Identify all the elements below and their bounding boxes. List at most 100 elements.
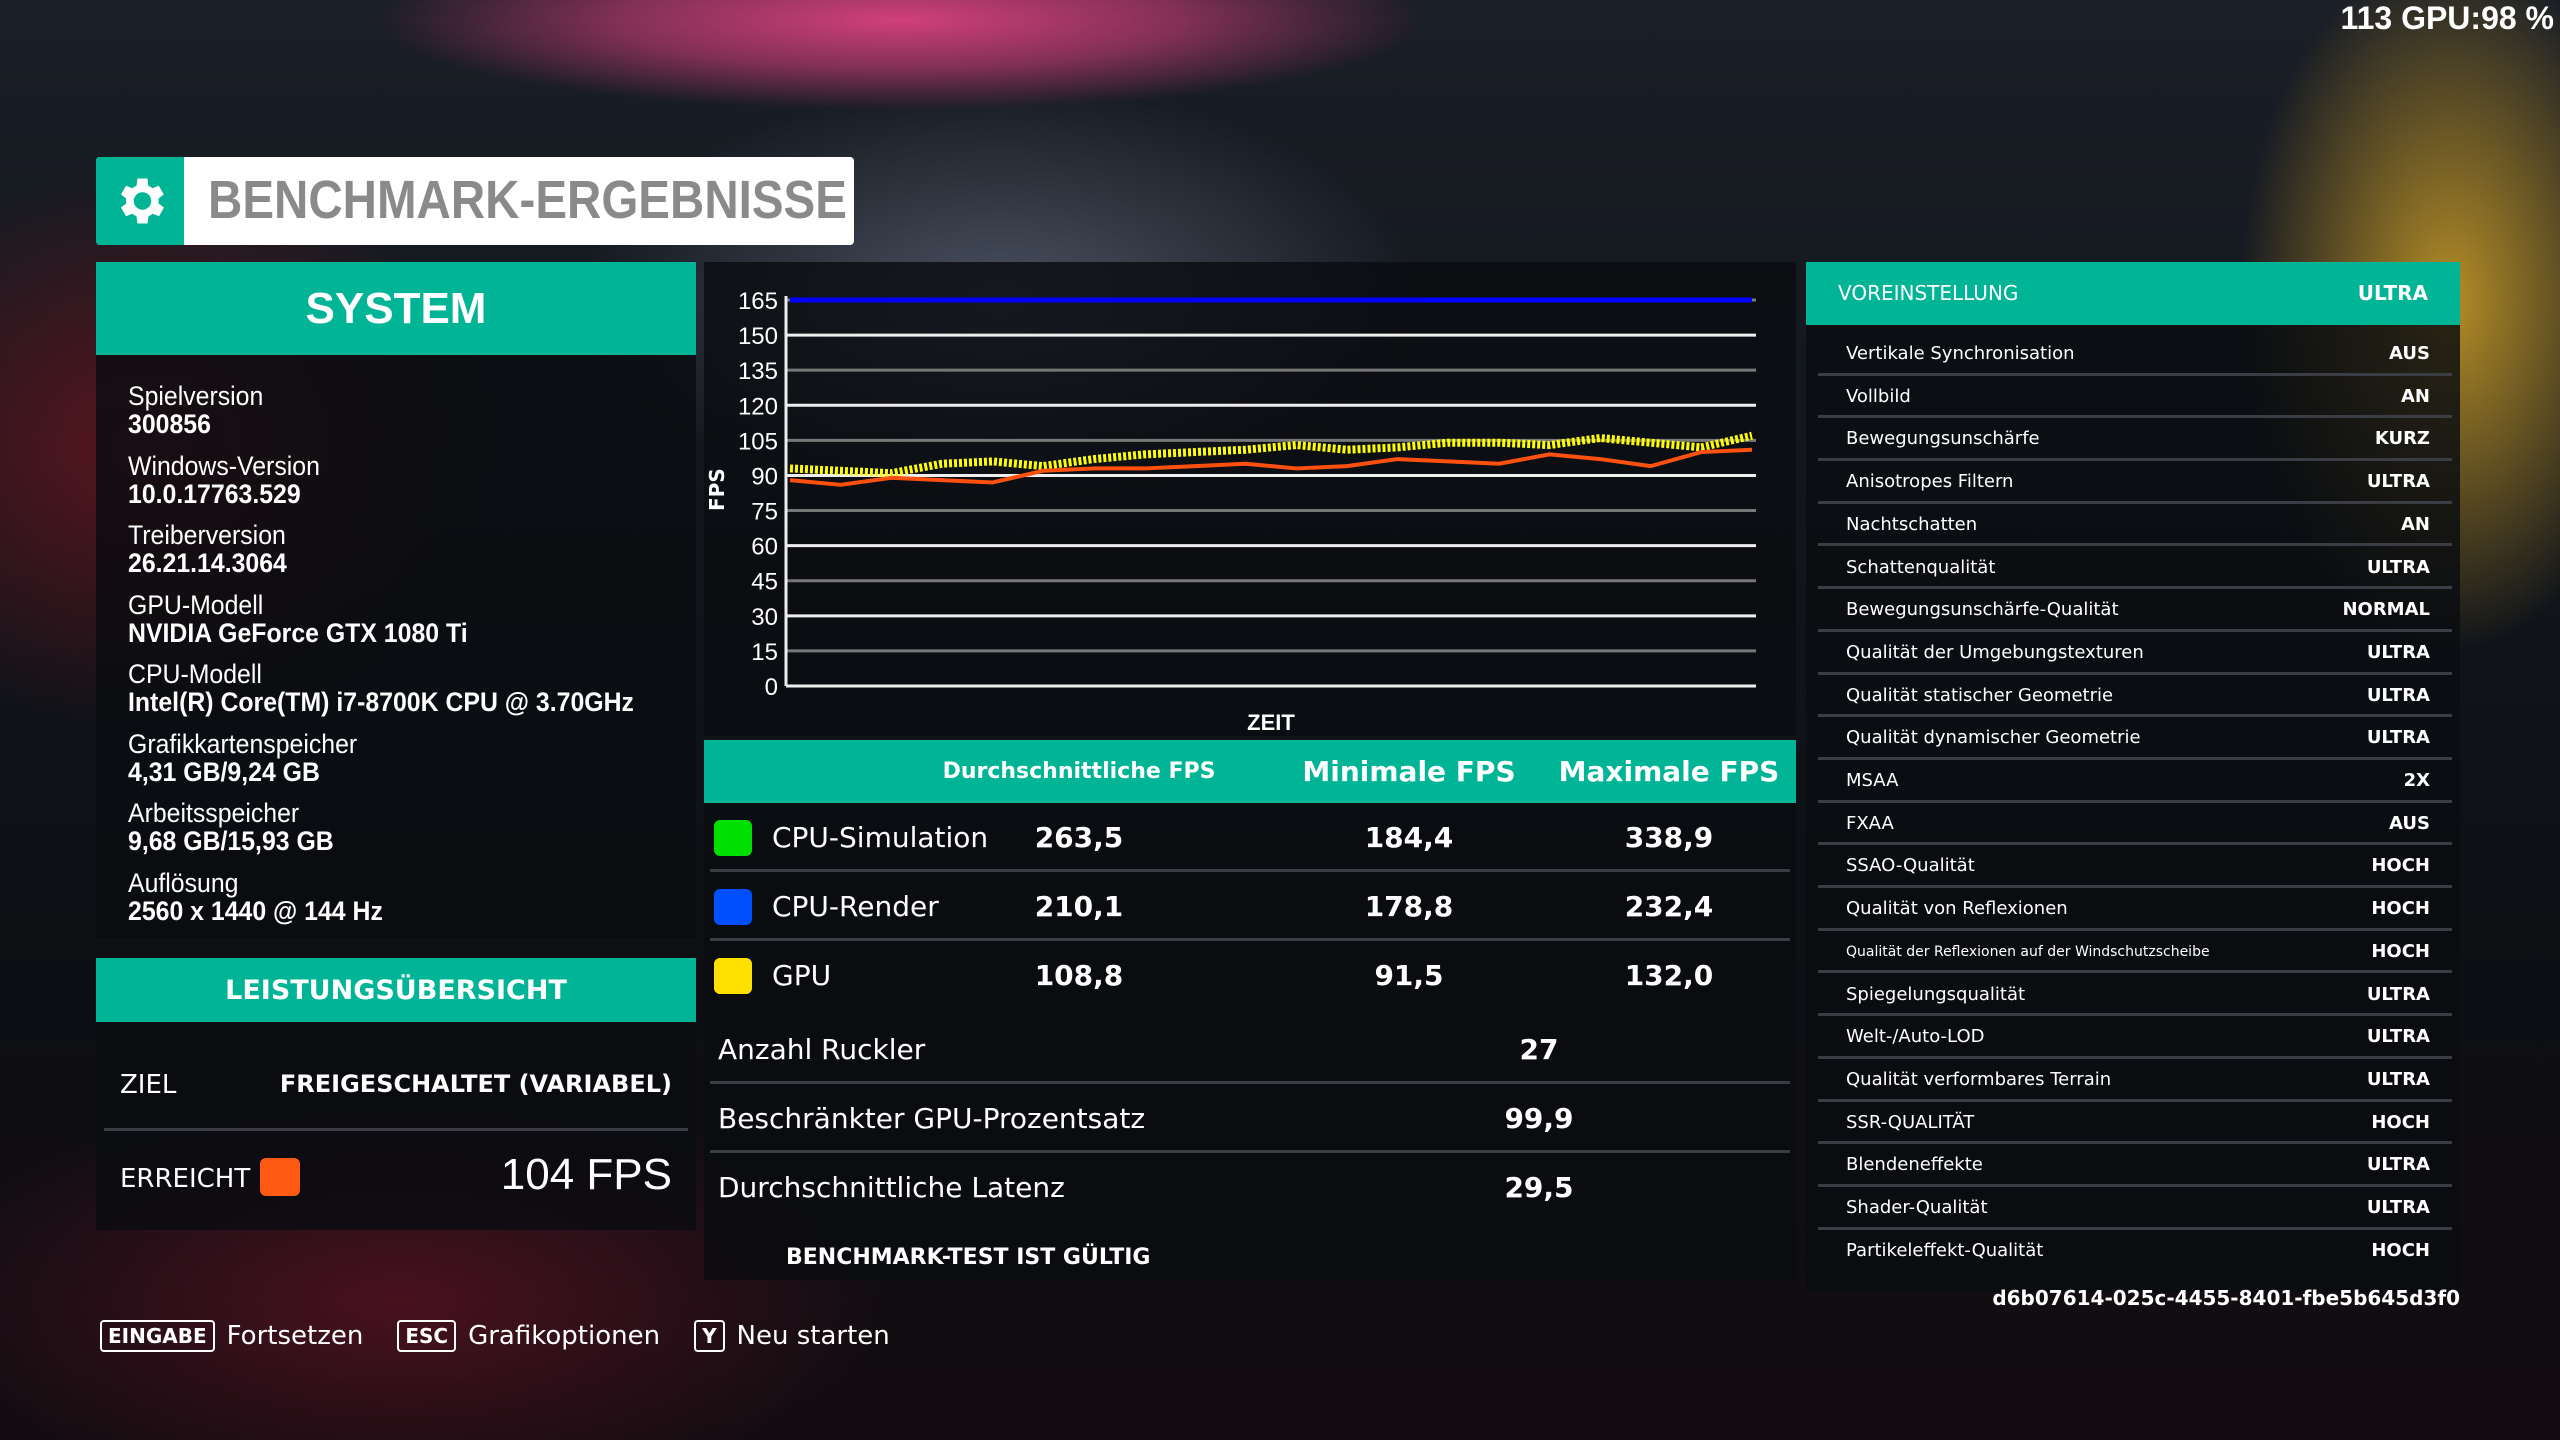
page-title: BENCHMARK-ERGEBNISSE <box>208 170 847 230</box>
stat-row: Beschränkter GPU-Prozentsatz 99,9 <box>704 1084 1796 1153</box>
y-tick-label: 0 <box>765 674 778 701</box>
setting-label: Shader-Qualität <box>1846 1197 1988 1218</box>
min-fps: 184,4 <box>1364 821 1454 854</box>
action-label: Grafikoptionen <box>468 1321 661 1351</box>
action-label: Fortsetzen <box>226 1321 364 1351</box>
min-fps: 178,8 <box>1364 890 1454 923</box>
setting-label: SSAO-Qualität <box>1846 855 1975 877</box>
setting-label: Qualität dynamischer Geometrie <box>1846 727 2141 749</box>
target-value: FREIGESCHALTET (VARIABEL) <box>279 1070 672 1098</box>
y-tick-label: 45 <box>751 569 778 596</box>
system-info-value: 300856 <box>128 409 211 439</box>
achieved-value: 104 FPS <box>500 1150 672 1199</box>
title-bar: BENCHMARK-ERGEBNISSE <box>96 157 854 245</box>
footer-action-1[interactable]: ESC Grafikoptionen <box>397 1320 660 1352</box>
min-fps: 91,5 <box>1374 959 1444 992</box>
y-axis-label: FPS <box>705 468 729 511</box>
settings-panel: VOREINSTELLUNG ULTRA Vertikale Synchroni… <box>1806 262 2460 1292</box>
series-color-swatch <box>714 820 752 856</box>
y-tick-label: 30 <box>751 604 778 631</box>
stat-row: Durchschnittliche Latenz 29,5 <box>704 1153 1796 1222</box>
setting-row: Qualität von Reflexionen HOCH <box>1818 888 2452 931</box>
system-info-value: NVIDIA GeForce GTX 1080 Ti <box>128 617 468 648</box>
system-info-value: 9,68 GB/15,93 GB <box>128 826 334 856</box>
setting-label: Vollbild <box>1846 385 1911 407</box>
max-fps: 232,4 <box>1624 890 1714 923</box>
divider <box>1818 543 2452 547</box>
setting-value: HOCH <box>2371 898 2430 920</box>
footer-action-0[interactable]: EINGABE Fortsetzen <box>100 1320 363 1352</box>
setting-label: SSR-QUALITÄT <box>1846 1111 1975 1133</box>
system-info-item: Arbeitsspeicher 9,68 GB/15,93 GB <box>128 799 334 855</box>
divider <box>1818 458 2452 462</box>
setting-label: Welt-/Auto-LOD <box>1846 1026 1985 1048</box>
setting-row: Nachtschatten AN <box>1818 504 2452 547</box>
system-panel: SYSTEM Spielversion 300856 Windows-Version… <box>96 262 696 938</box>
system-info-label: GPU-Modell <box>128 589 264 620</box>
header-max-fps: Maximale FPS <box>1558 755 1780 788</box>
avg-fps: 108,8 <box>1034 959 1124 992</box>
setting-row: SSR-QUALITÄT HOCH <box>1818 1102 2452 1145</box>
system-info-item: Treiberversion 26.21.14.3064 <box>128 521 287 577</box>
gear-icon <box>96 157 184 245</box>
divider <box>1818 586 2452 590</box>
y-tick-label: 15 <box>751 639 778 666</box>
achieved-label: ERREICHT <box>120 1164 251 1194</box>
performance-header: LEISTUNGSÜBERSICHT <box>96 958 696 1022</box>
divider <box>104 1128 688 1131</box>
setting-value: ULTRA <box>2366 684 2430 706</box>
validity-text: BENCHMARK-TEST IST GÜLTIG <box>786 1245 1151 1270</box>
setting-value: HOCH <box>2371 855 2430 877</box>
divider <box>1818 1141 2452 1145</box>
avg-fps: 263,5 <box>1034 821 1124 854</box>
divider <box>1818 500 2452 504</box>
header-min-fps: Minimale FPS <box>1302 755 1516 788</box>
divider <box>710 938 1790 941</box>
system-info-label: Auflösung <box>128 867 239 898</box>
divider <box>1818 885 2452 889</box>
setting-label: Qualität statischer Geometrie <box>1846 684 2114 706</box>
setting-row: Blendeneffekte ULTRA <box>1818 1144 2452 1187</box>
setting-row: Spiegelungsqualität ULTRA <box>1818 974 2452 1017</box>
divider <box>1818 714 2452 718</box>
setting-row: Vollbild AN <box>1818 376 2452 419</box>
system-info-item: CPU-Modell Intel(R) Core(TM) i7-8700K CPU… <box>128 660 634 716</box>
divider <box>1818 1226 2452 1230</box>
y-tick-label: 165 <box>738 288 778 315</box>
divider <box>1818 799 2452 803</box>
setting-label: Nachtschatten <box>1846 513 1978 535</box>
setting-value: AN <box>2401 513 2430 535</box>
setting-label: Bewegungsunschärfe-Qualität <box>1846 599 2119 621</box>
system-info-label: Arbeitsspeicher <box>128 798 300 828</box>
max-fps: 338,9 <box>1624 821 1714 854</box>
setting-row: Bewegungsunschärfe-Qualität NORMAL <box>1818 589 2452 632</box>
system-info-label: Windows-Version <box>128 450 320 481</box>
system-info-value: 2560 x 1440 @ 144 Hz <box>128 895 383 926</box>
setting-value: KURZ <box>2374 428 2430 450</box>
divider <box>1818 1098 2452 1102</box>
y-tick-label: 120 <box>738 393 778 420</box>
results-table: Durchschnittliche FPS Minimale FPS Maxim… <box>704 740 1796 1280</box>
setting-row: MSAA 2X <box>1818 760 2452 803</box>
y-tick-label: 75 <box>751 499 778 526</box>
setting-label: Qualität von Reflexionen <box>1846 898 2068 920</box>
row-label: CPU-Simulation <box>772 821 989 854</box>
system-info-item: Windows-Version 10.0.17763.529 <box>128 452 320 508</box>
system-info-label: CPU-Modell <box>128 659 262 689</box>
setting-label: Blendeneffekte <box>1846 1154 1983 1176</box>
setting-value: ULTRA <box>2366 556 2430 578</box>
action-label: Neu starten <box>736 1321 890 1351</box>
divider <box>1818 671 2452 675</box>
key-hint: ESC <box>397 1320 457 1352</box>
setting-row: Qualität statischer Geometrie ULTRA <box>1818 675 2452 718</box>
setting-value: ULTRA <box>2366 1154 2430 1176</box>
setting-label: Anisotropes Filtern <box>1846 471 2014 493</box>
y-tick-label: 60 <box>751 534 778 561</box>
series-color-swatch <box>714 958 752 994</box>
y-tick-label: 150 <box>738 323 778 350</box>
system-info-item: GPU-Modell NVIDIA GeForce GTX 1080 Ti <box>128 591 468 647</box>
divider <box>1818 1013 2452 1017</box>
table-row: GPU 108,8 91,5 132,0 <box>704 941 1796 1010</box>
divider <box>1818 1055 2452 1059</box>
footer-action-2[interactable]: Y Neu starten <box>694 1320 890 1352</box>
